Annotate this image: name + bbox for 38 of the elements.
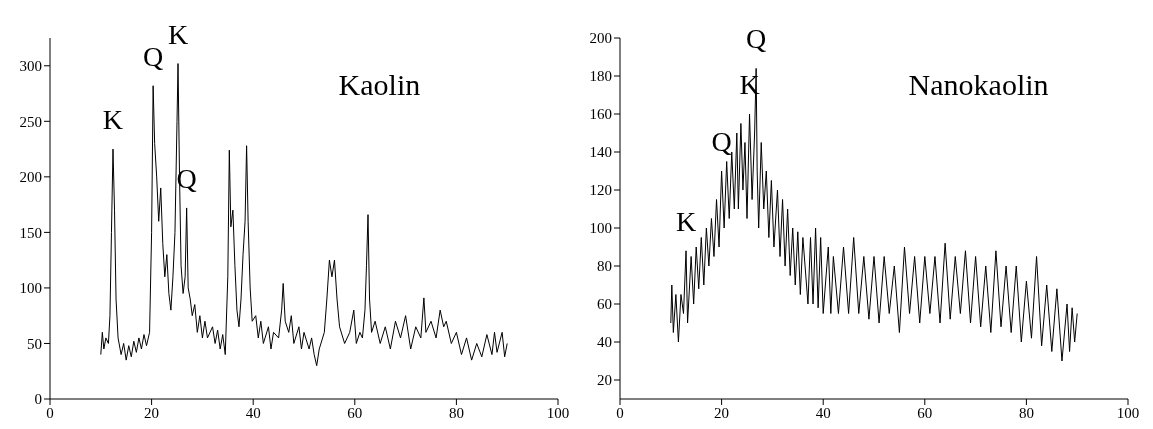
annotation: Q: [143, 40, 164, 72]
y-tick-label: 0: [34, 391, 42, 408]
text: Nanokaolin: [908, 68, 1049, 102]
y-tick-label: 100: [589, 220, 612, 237]
y-tick-label: 180: [589, 68, 612, 85]
y-tick-label: 200: [19, 169, 42, 186]
annotation: Q: [711, 126, 732, 157]
y-tick-label: 50: [27, 335, 42, 352]
text: Kaolin: [338, 68, 421, 102]
y-tick-label: 160: [589, 106, 612, 123]
y-tick-label: 150: [19, 224, 42, 241]
x-tick-label: 100: [1116, 404, 1140, 421]
y-tick-label: 80: [597, 258, 612, 275]
y-tick-label: 60: [597, 296, 612, 313]
x-tick-label: 40: [815, 404, 831, 421]
y-tick-label: 100: [19, 280, 42, 297]
x-tick-label: 100: [546, 404, 570, 421]
y-tick-label: 250: [19, 113, 42, 130]
x-tick-label: 0: [46, 404, 54, 421]
x-tick-label: 80: [448, 404, 464, 421]
x-tick-label: 20: [714, 404, 730, 421]
y-tick-label: 140: [589, 144, 612, 161]
y-tick-label: 40: [597, 334, 612, 351]
y-tick-label: 20: [597, 372, 612, 389]
x-tick-label: 80: [1018, 404, 1034, 421]
annotation: K: [102, 104, 124, 136]
x-tick-label: 20: [144, 404, 160, 421]
x-tick-label: 60: [347, 404, 363, 421]
y-tick-label: 120: [589, 182, 612, 199]
x-tick-label: 0: [616, 404, 624, 421]
annotation: K: [167, 18, 189, 50]
line-series: [670, 67, 1078, 362]
x-tick-label: 40: [245, 404, 261, 421]
annotation: Q: [746, 23, 767, 55]
annotation: K: [675, 205, 697, 237]
y-tick-label: 300: [19, 58, 42, 75]
x-tick-label: 60: [917, 404, 933, 421]
y-tick-label: 200: [589, 30, 612, 47]
